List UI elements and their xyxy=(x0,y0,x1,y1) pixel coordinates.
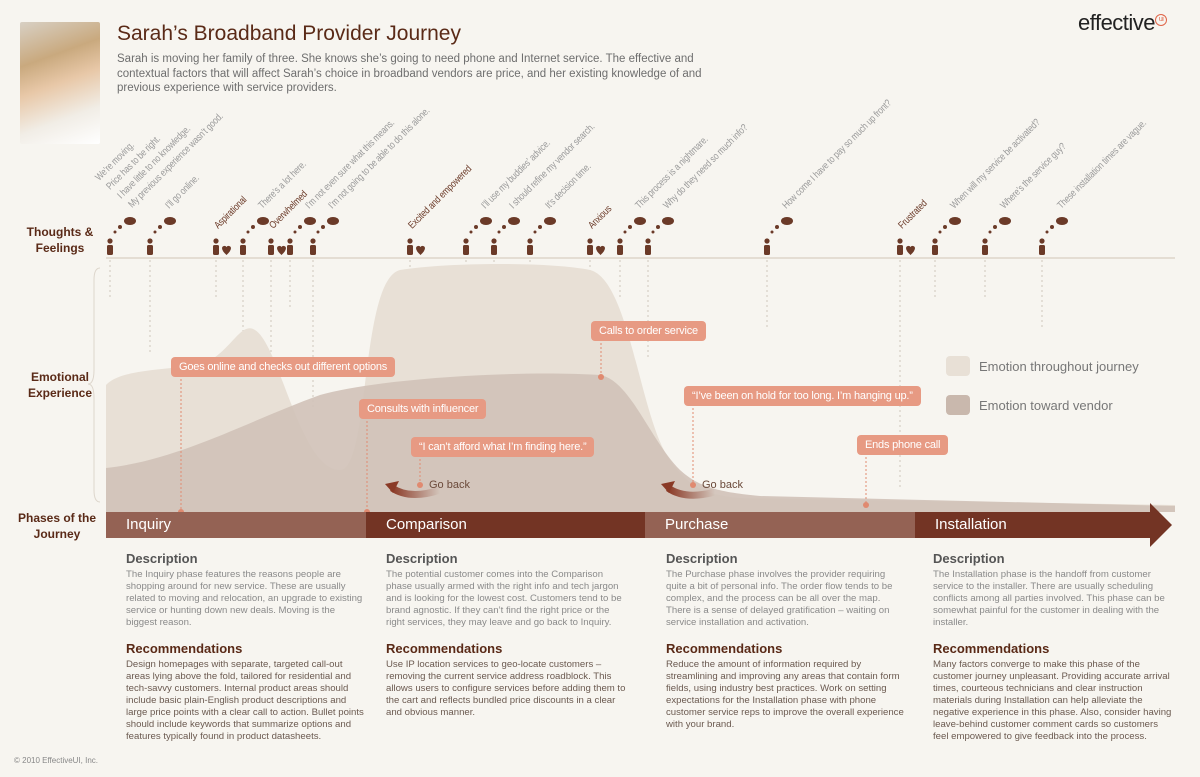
recommendations-text: Many factors converge to make this phase… xyxy=(933,659,1172,742)
phase-purchase: Purchase xyxy=(645,512,915,538)
callout-dot xyxy=(598,374,604,380)
row-label-phases: Phases of the Journey xyxy=(17,511,97,541)
thought-bubble-icon xyxy=(769,214,795,236)
row-label-thoughts: Thoughts & Feelings xyxy=(26,225,94,255)
thought-person-icon xyxy=(238,236,258,256)
description-text: The Purchase phase involves the provider… xyxy=(666,569,893,628)
thought-person-icon xyxy=(1037,236,1057,256)
description-heading: Description xyxy=(386,551,458,566)
thought-person-icon xyxy=(105,236,125,256)
feeling-person-icon xyxy=(895,236,915,256)
thought-person-icon xyxy=(615,236,635,256)
recommendations-heading: Recommendations xyxy=(126,641,243,656)
description-text: The Installation phase is the handoff fr… xyxy=(933,569,1165,628)
recommendations-heading: Recommendations xyxy=(933,641,1050,656)
thought-person-icon xyxy=(643,236,663,256)
feeling-person-icon xyxy=(585,236,605,256)
legend-label-vendor: Emotion toward vendor xyxy=(979,398,1113,413)
description-text: The Inquiry phase features the reasons p… xyxy=(126,569,363,628)
phase-details-inquiry: Description The Inquiry phase features th… xyxy=(126,551,366,743)
timeline-arrowhead xyxy=(1150,503,1172,547)
emotion-callout: “I’ve been on hold for too long. I’m han… xyxy=(684,386,921,406)
thought-person-icon xyxy=(285,236,305,256)
legend-label-journey: Emotion throughout journey xyxy=(979,359,1139,374)
recommendations-text: Design homepages with separate, targeted… xyxy=(126,659,364,742)
thought-bubble-icon xyxy=(496,214,522,236)
logo: effective ui xyxy=(1078,10,1168,36)
persona-photo xyxy=(20,22,100,144)
recommendations-text: Use IP location services to geo-locate c… xyxy=(386,659,626,718)
description-heading: Description xyxy=(933,551,1005,566)
go-back-arrow-1 xyxy=(390,484,442,498)
legend-swatch-journey xyxy=(946,356,970,376)
feeling-person-icon xyxy=(405,236,425,256)
thought-bubble-icon xyxy=(1044,214,1070,236)
emotion-callout: Calls to order service xyxy=(591,321,706,341)
thought-person-icon xyxy=(461,236,481,256)
phase-comparison: Comparison xyxy=(366,512,645,538)
row-label-emotion: Emotional Experience xyxy=(27,370,93,400)
description-text: The potential customer comes into the Co… xyxy=(386,569,622,628)
go-back-label: Go back xyxy=(429,479,470,491)
callout-dot xyxy=(417,482,423,488)
callout-dot xyxy=(690,482,696,488)
phase-details-installation: Description The Installation phase is the… xyxy=(933,551,1173,743)
arrowhead-2 xyxy=(661,481,675,493)
copyright: © 2010 EffectiveUI, Inc. xyxy=(14,756,99,765)
thought-person-icon xyxy=(308,236,328,256)
thought-bubble-icon xyxy=(468,214,494,236)
description-heading: Description xyxy=(126,551,198,566)
feeling-person-icon xyxy=(211,236,231,256)
thought-bubble-icon xyxy=(650,214,676,236)
thought-bubble-icon xyxy=(622,214,648,236)
recommendations-heading: Recommendations xyxy=(666,641,783,656)
callout-dot xyxy=(863,502,869,508)
thought-person-icon xyxy=(525,236,545,256)
emotion-callout: Goes online and checks out different opt… xyxy=(171,357,396,377)
thought-bubble-icon xyxy=(292,214,318,236)
thought-person-icon xyxy=(489,236,509,256)
thought-bubble-icon xyxy=(245,214,271,236)
recommendations-heading: Recommendations xyxy=(386,641,503,656)
arrowhead-1 xyxy=(385,481,399,493)
thought-person-icon xyxy=(930,236,950,256)
thought-bubble-icon xyxy=(152,214,178,236)
go-back-arrow-2 xyxy=(665,485,716,499)
emotion-callout: Consults with influencer xyxy=(359,399,487,419)
thought-person-icon xyxy=(762,236,782,256)
description-heading: Description xyxy=(666,551,738,566)
phase-inquiry: Inquiry xyxy=(106,512,366,538)
emotion-brace xyxy=(87,267,101,503)
thought-bubble-icon xyxy=(937,214,963,236)
thought-person-icon xyxy=(145,236,165,256)
go-back-label: Go back xyxy=(702,479,743,491)
phase-installation: Installation xyxy=(915,512,1151,538)
thought-person-icon xyxy=(980,236,1000,256)
thought-bubble-icon xyxy=(315,214,341,236)
persona-intro: Sarah is moving her family of three. She… xyxy=(117,53,702,94)
page-title: Sarah’s Broadband Provider Journey xyxy=(117,22,461,45)
phase-details-comparison: Description The potential customer comes … xyxy=(386,551,626,719)
recommendations-text: Reduce the amount of information require… xyxy=(666,659,904,730)
emotion-callout: “I can’t afford what I’m finding here.” xyxy=(411,437,595,457)
thought-bubble-icon xyxy=(987,214,1013,236)
phase-details-purchase: Description The Purchase phase involves t… xyxy=(666,551,906,731)
emotion-callout: Ends phone call xyxy=(857,435,949,455)
feeling-person-icon xyxy=(266,236,286,256)
thought-bubble-icon xyxy=(532,214,558,236)
legend-swatch-vendor xyxy=(946,395,970,415)
thought-bubble-icon xyxy=(112,214,138,236)
